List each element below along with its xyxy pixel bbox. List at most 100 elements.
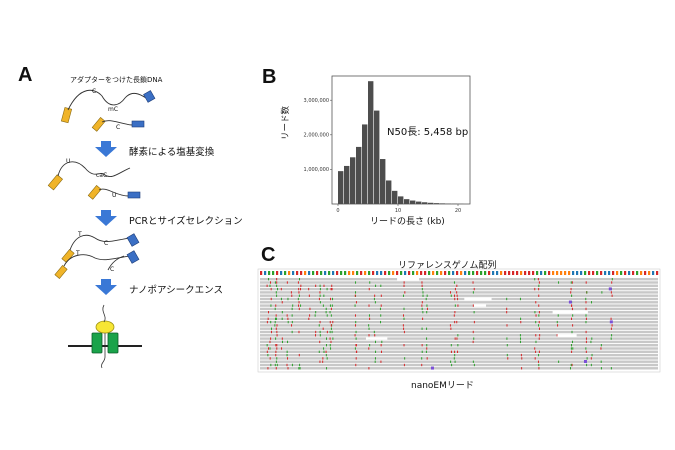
mismatch-mark: [538, 353, 540, 357]
mismatch-mark: [368, 314, 370, 317]
read-alignment: [260, 334, 658, 337]
mismatch-mark: [422, 317, 424, 320]
reference-base: [400, 271, 403, 275]
reference-base: [392, 271, 395, 275]
reference-base: [364, 271, 367, 275]
x-axis-label: リードの長さ (kb): [370, 217, 445, 227]
mismatch-mark: [422, 294, 424, 297]
reference-base: [444, 271, 447, 275]
mismatch-mark: [356, 350, 358, 353]
mismatch-mark: [274, 324, 276, 327]
mismatch-mark: [315, 311, 317, 314]
mismatch-mark: [610, 327, 612, 330]
mismatch-mark: [534, 278, 536, 281]
reference-base: [540, 271, 543, 275]
mismatch-mark: [426, 311, 428, 314]
mismatch-mark: [506, 344, 508, 347]
reference-base: [316, 271, 319, 275]
mismatch-mark: [534, 347, 536, 350]
mismatch-mark: [403, 344, 405, 347]
mismatch-mark: [586, 291, 588, 294]
reference-base: [376, 271, 379, 275]
mismatch-mark: [535, 301, 537, 304]
mismatch-mark: [380, 304, 382, 307]
mismatch-mark: [422, 311, 424, 314]
mismatch-mark: [507, 357, 509, 360]
mismatch-mark: [269, 340, 271, 344]
reference-base: [556, 271, 559, 275]
base-label: C: [116, 124, 121, 131]
mismatch-mark: [457, 334, 459, 337]
mismatch-mark: [403, 327, 405, 330]
reference-base: [496, 271, 499, 275]
reference-base: [424, 271, 427, 275]
mismatch-mark: [538, 337, 540, 340]
mismatch-mark: [426, 294, 428, 297]
orange-adapter: [54, 265, 68, 279]
mismatch-mark: [537, 360, 539, 363]
mismatch-mark: [472, 330, 474, 334]
reference-base: [644, 271, 647, 275]
mismatch-mark: [373, 297, 375, 301]
mismatch-mark: [326, 330, 328, 334]
mismatch-mark: [611, 294, 613, 297]
mismatch-mark: [403, 317, 405, 320]
mismatch-mark: [319, 291, 321, 294]
read-alignment: [260, 367, 658, 370]
reference-base: [356, 271, 359, 275]
mismatch-mark: [506, 307, 508, 311]
histogram-bar: [398, 196, 404, 204]
histogram-bar: [350, 157, 356, 204]
nanopore: [68, 304, 142, 369]
mismatch-mark: [585, 307, 587, 311]
mismatch-mark: [308, 287, 310, 291]
x-tick-label: 10: [395, 208, 401, 214]
mismatch-mark: [326, 314, 328, 317]
mismatch-mark: [586, 357, 588, 360]
mismatch-mark: [281, 311, 283, 314]
orange-adapter: [61, 249, 75, 263]
reference-base: [344, 271, 347, 275]
mismatch-mark: [276, 363, 278, 367]
mismatch-mark: [402, 324, 404, 327]
mismatch-mark: [571, 340, 573, 344]
mismatch-mark: [611, 334, 613, 337]
mismatch-mark: [456, 291, 458, 294]
mismatch-mark: [330, 327, 332, 330]
mismatch-mark: [270, 337, 272, 340]
mismatch-mark: [300, 287, 302, 291]
mismatch-mark: [538, 311, 540, 314]
mismatch-mark: [456, 320, 458, 324]
histogram-bar: [416, 201, 422, 204]
mismatch-mark: [571, 304, 573, 307]
reference-base: [348, 271, 351, 275]
read-alignment: [260, 327, 658, 330]
base-label: C: [104, 240, 109, 247]
mismatch-mark: [274, 307, 276, 311]
mismatch-mark: [450, 291, 452, 294]
mismatch-mark: [537, 278, 539, 281]
mismatch-mark: [572, 347, 574, 350]
mismatch-mark: [325, 344, 327, 347]
mismatch-mark: [318, 324, 320, 327]
reference-base: [408, 271, 411, 275]
mismatch-mark: [535, 314, 537, 317]
mismatch-mark: [355, 291, 357, 294]
mismatch-mark: [457, 297, 459, 301]
mismatch-mark: [600, 367, 602, 370]
mismatch-mark: [506, 337, 508, 340]
mismatch-mark: [280, 297, 282, 301]
mismatch-mark: [421, 363, 423, 367]
mismatch-mark: [292, 304, 294, 307]
mismatch-mark: [454, 350, 456, 353]
reference-base: [612, 271, 615, 275]
mismatch-mark: [538, 363, 540, 367]
orange-adapter: [91, 117, 106, 132]
mismatch-mark: [270, 297, 272, 301]
mismatch-mark: [318, 350, 320, 353]
mismatch-mark: [319, 320, 321, 324]
step-label-1: 酵素による塩基変換: [129, 147, 215, 158]
mismatch-mark: [450, 360, 452, 363]
mismatch-mark: [380, 284, 382, 287]
